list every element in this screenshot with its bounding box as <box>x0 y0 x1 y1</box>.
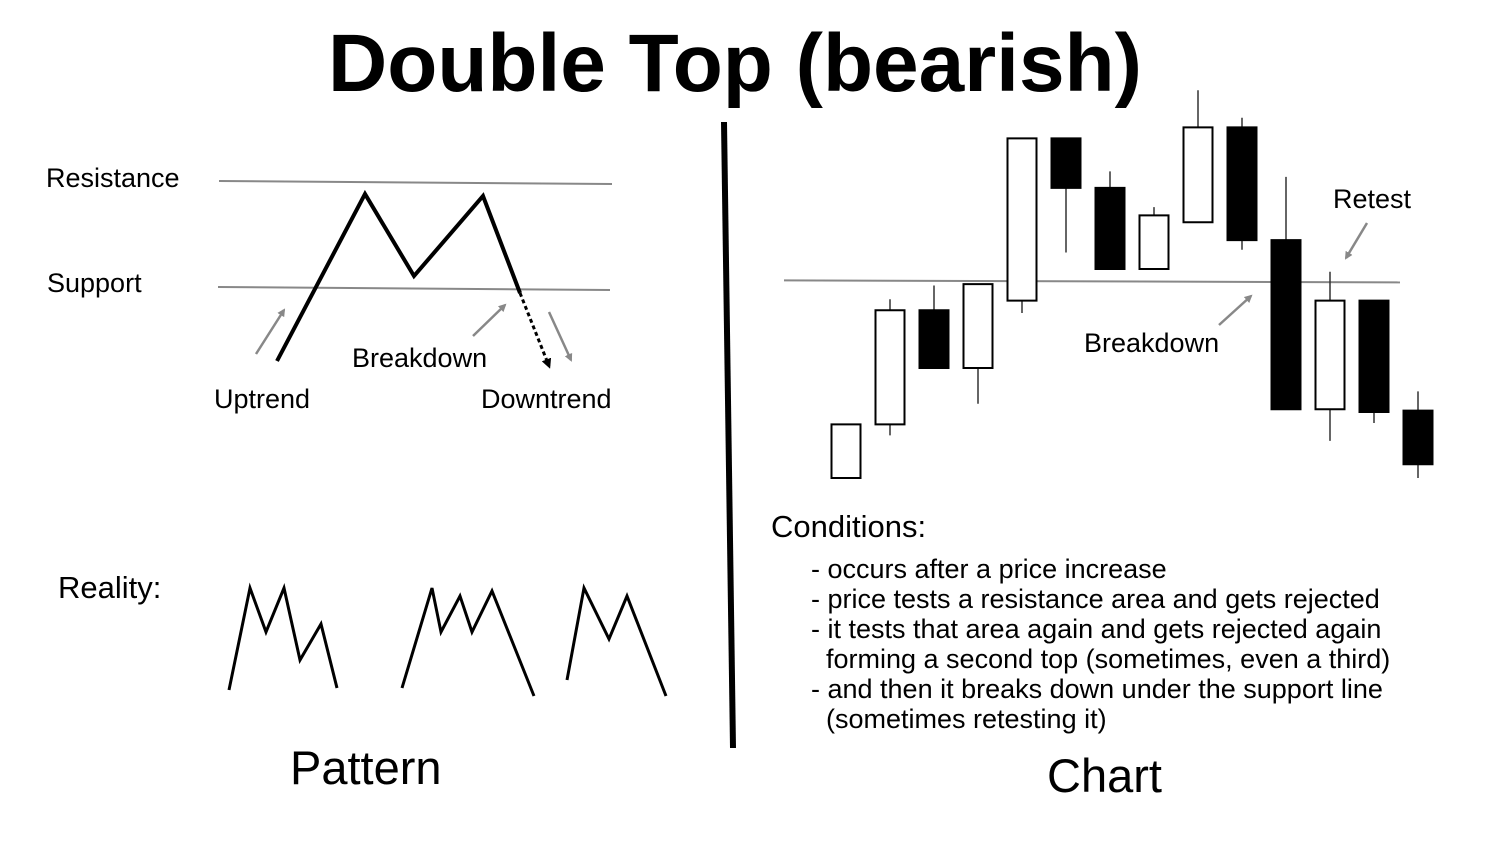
breakdown-label: Breakdown <box>352 343 488 373</box>
bullish-candle <box>1138 214 1170 270</box>
breakdown-arrow <box>472 303 507 337</box>
resistance-line <box>218 180 613 185</box>
double-top-pattern-line <box>275 189 522 362</box>
condition-item: - it tests that area again and gets reje… <box>811 614 1382 644</box>
bullish-candle <box>962 283 994 369</box>
bearish-candle <box>1094 186 1126 270</box>
reality-sketch-3 <box>565 583 668 697</box>
downtrend-dashed-arrow <box>518 292 552 369</box>
bearish-candle <box>1270 239 1302 411</box>
condition-item: - and then it breaks down under the supp… <box>811 674 1383 704</box>
chart-support-line <box>783 279 1401 284</box>
support-label: Support <box>47 268 142 298</box>
page-title: Double Top (bearish) <box>328 18 1142 109</box>
resistance-label: Resistance <box>46 163 180 193</box>
candlestick-chart <box>830 90 1434 479</box>
bullish-candle <box>830 423 862 479</box>
bearish-candle <box>918 309 950 369</box>
bullish-candle <box>1006 137 1038 302</box>
condition-item: (sometimes retesting it) <box>811 704 1107 734</box>
bullish-candle <box>874 309 906 426</box>
bearish-candle <box>1358 299 1390 413</box>
reality-sketch-2 <box>400 587 536 697</box>
uptrend-label: Uptrend <box>214 384 311 414</box>
bearish-candle <box>1402 409 1434 466</box>
downtrend-label: Downtrend <box>481 384 612 414</box>
conditions-heading: Conditions: <box>771 509 927 544</box>
bullish-candle <box>1182 126 1214 224</box>
retest-arrow <box>1344 222 1369 260</box>
condition-item: - price tests a resistance area and gets… <box>811 584 1380 614</box>
bearish-candle <box>1050 137 1082 189</box>
downtrend-arrow <box>547 311 573 362</box>
support-line <box>217 286 611 291</box>
retest-label: Retest <box>1333 184 1412 214</box>
uptrend-arrow <box>254 308 286 355</box>
bearish-candle <box>1226 126 1258 242</box>
reality-sketch-1 <box>227 582 339 691</box>
section-divider <box>721 121 736 749</box>
chart-caption: Chart <box>1047 749 1162 802</box>
reality-label: Reality: <box>58 570 162 605</box>
chart-breakdown-label: Breakdown <box>1084 328 1220 358</box>
chart-breakdown-arrow <box>1218 294 1253 326</box>
conditions-list: - occurs after a price increase - price … <box>811 554 1390 734</box>
condition-item: - occurs after a price increase <box>811 554 1167 584</box>
bullish-candle <box>1314 299 1346 411</box>
condition-item: forming a second top (sometimes, even a … <box>811 644 1391 674</box>
pattern-caption: Pattern <box>290 741 442 794</box>
